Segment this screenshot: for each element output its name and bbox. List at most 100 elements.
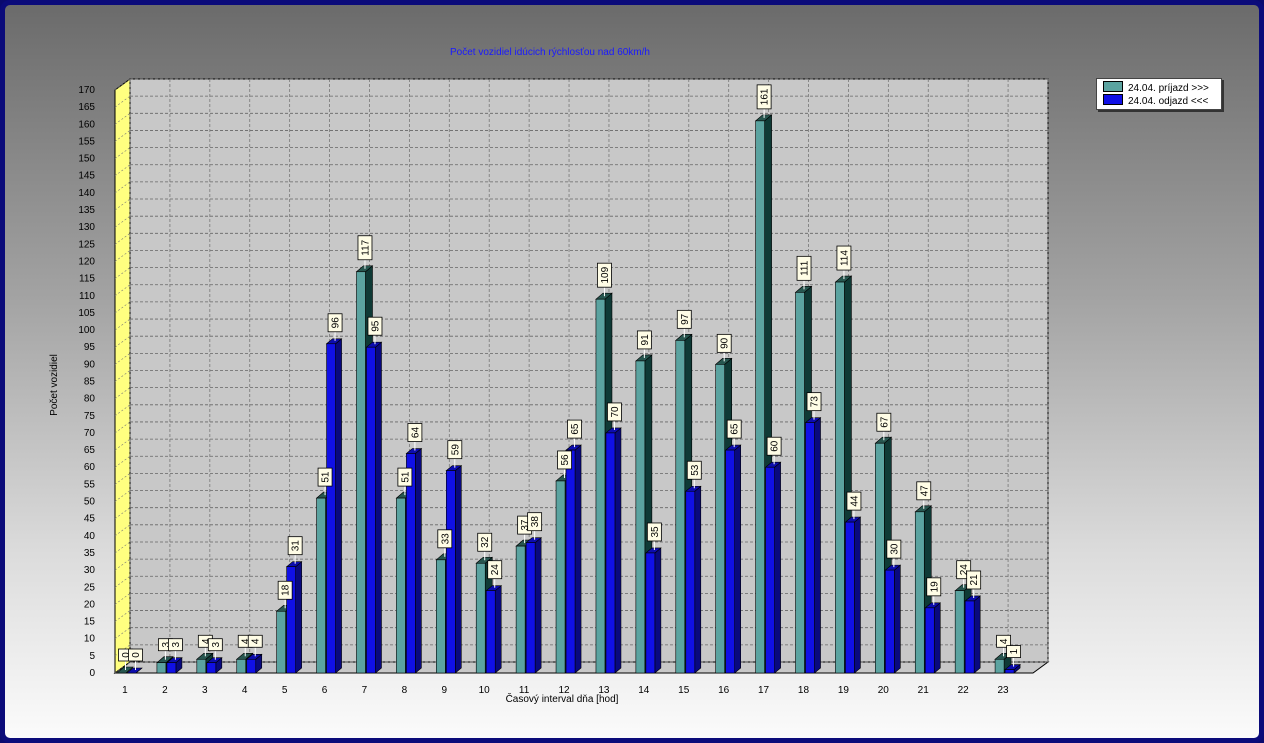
grid [113, 78, 1050, 674]
legend-label-arrival: 24.04. príjazd >>> [1128, 83, 1209, 94]
bar [206, 662, 217, 674]
label-box [886, 539, 902, 559]
label-box [207, 638, 223, 652]
gridline-side [114, 404, 131, 417]
y-axis-label: Počet vozidiel [49, 354, 60, 416]
data-label: 0 [121, 652, 132, 658]
x-tick-label: 15 [678, 685, 690, 696]
label-box [437, 529, 453, 549]
x-tick-label: 23 [997, 685, 1009, 696]
bar [875, 442, 885, 674]
axes: 0510152025303540455055606570758085909510… [78, 85, 1009, 696]
gridline-side [114, 335, 131, 348]
x-tick-label: 19 [838, 685, 850, 696]
data-label: 65 [730, 423, 741, 435]
data-label: 111 [800, 260, 811, 276]
bar-side [854, 516, 861, 674]
gridline-side [114, 627, 131, 639]
legend-label-departure: 24.04. odjazd <<< [1128, 96, 1209, 107]
gridline-side [114, 438, 131, 451]
data-label: 51 [400, 471, 411, 483]
bar [605, 432, 616, 674]
data-label: 56 [560, 454, 571, 466]
bar [765, 466, 775, 674]
bar-side [335, 338, 342, 674]
gridline-side [114, 147, 131, 159]
bar-side [894, 564, 901, 674]
y-tick-label: 155 [78, 136, 95, 147]
bar-side [973, 595, 981, 674]
data-label: 32 [480, 536, 491, 548]
y-tick-label: 120 [78, 256, 95, 267]
y-tick-label: 55 [84, 479, 96, 490]
x-tick-label: 14 [638, 685, 650, 696]
y-tick-label: 125 [78, 239, 95, 250]
label-box [806, 392, 822, 412]
bar [156, 662, 167, 674]
bar-side [654, 547, 662, 674]
y-tick-label: 20 [84, 599, 96, 610]
label-box [487, 560, 503, 580]
bar [485, 590, 496, 674]
bar [954, 590, 965, 674]
bar [675, 340, 686, 674]
label-box [527, 512, 543, 532]
gridline-side [114, 113, 131, 125]
data-label: 73 [810, 396, 821, 408]
data-label: 3 [171, 641, 182, 647]
x-tick-label: 16 [718, 685, 730, 696]
data-label: 47 [919, 485, 930, 497]
data-label: 4 [251, 638, 262, 644]
label-box [726, 419, 742, 439]
gridline-side [114, 387, 131, 399]
gridline-side [114, 541, 131, 554]
bar [396, 497, 406, 674]
bar [196, 658, 207, 674]
data-label: 35 [650, 526, 661, 538]
bar [166, 662, 177, 674]
label-box [996, 634, 1011, 648]
y-tick-label: 90 [84, 359, 96, 370]
label-box [477, 532, 493, 552]
gridline-side [114, 558, 131, 571]
label-box [1006, 645, 1021, 658]
data-label: 33 [440, 533, 451, 545]
bar [924, 607, 935, 674]
x-tick-label: 12 [558, 685, 570, 696]
x-tick-label: 21 [918, 685, 930, 696]
bar [595, 298, 606, 674]
y-tick-label: 110 [79, 291, 95, 302]
label-box [397, 467, 413, 487]
y-tick-label: 95 [84, 342, 96, 353]
label-box [407, 423, 423, 442]
data-label: 53 [690, 464, 701, 476]
bar [565, 449, 576, 674]
label-box [916, 481, 932, 501]
x-tick-label: 1 [122, 685, 128, 696]
bar [715, 364, 725, 674]
label-box [277, 580, 293, 600]
gridline-side [114, 301, 131, 314]
bar [406, 453, 416, 674]
gridline-side [114, 576, 131, 588]
data-label: 3 [211, 641, 222, 647]
bar-side [694, 485, 702, 674]
bar-side [455, 465, 462, 674]
y-tick-label: 140 [78, 188, 95, 199]
y-tick-label: 50 [84, 497, 96, 508]
bar [326, 343, 336, 674]
label-box [367, 316, 383, 336]
x-tick-label: 17 [758, 685, 770, 696]
gridline-side [114, 181, 131, 194]
data-label: 3 [161, 641, 172, 647]
y-tick-label: 45 [84, 514, 96, 525]
gridline-side [114, 284, 131, 297]
bar [835, 281, 845, 674]
y-tick-label: 150 [78, 154, 95, 165]
label-box [766, 436, 782, 456]
label-box [287, 536, 303, 556]
legend-item-departure: 24.04. odjazd <<< [1103, 94, 1208, 107]
gridline-side [114, 661, 131, 674]
y-tick-label: 75 [84, 411, 96, 422]
